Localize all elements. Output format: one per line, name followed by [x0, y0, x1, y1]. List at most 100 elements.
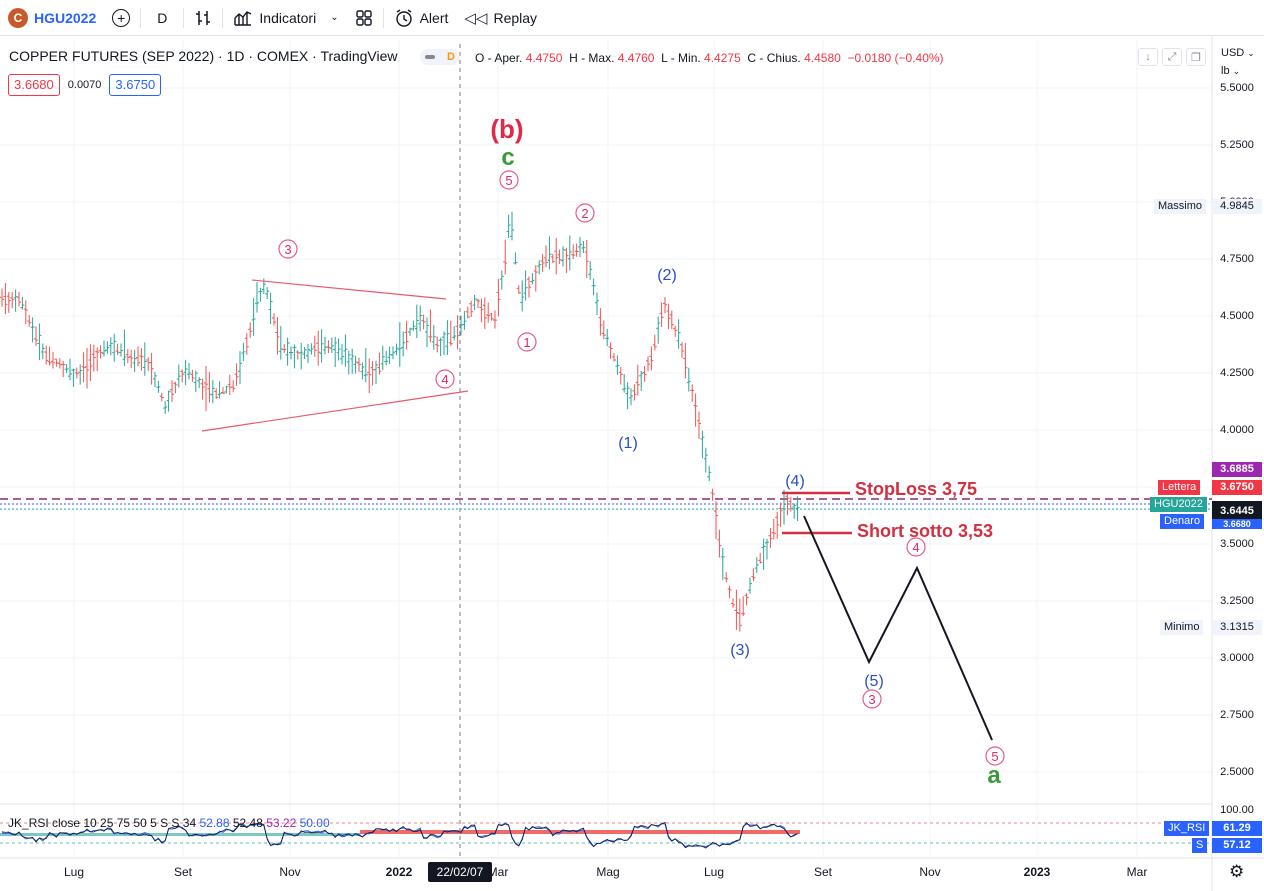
ohlc-bar — [758, 552, 763, 564]
ohlc-bar — [384, 350, 389, 366]
ohlc-bar — [136, 346, 140, 367]
alert-button[interactable]: Alert — [386, 0, 457, 36]
chart-grid — [0, 40, 1212, 858]
ohlc-bar — [108, 337, 113, 356]
ohlc-bar — [23, 300, 28, 325]
time-axis[interactable]: Lug Set Nov 2022 Mar Mag Lug Set Nov 2023 Mar — [0, 860, 1212, 891]
alarm-clock-icon — [395, 8, 412, 27]
currency-selector[interactable]: USD ⌄ — [1221, 47, 1255, 59]
circled-digit: 3 — [868, 692, 875, 707]
arrow-down-icon[interactable]: ↓ — [1138, 48, 1158, 66]
ohlc-bar — [156, 380, 161, 393]
ohlc-bar — [418, 305, 423, 332]
ohlc-bar — [564, 247, 569, 273]
market-status-badge[interactable]: D — [420, 49, 460, 65]
price-tick: 5.2500 — [1220, 139, 1254, 151]
wave-label-3: (3) — [730, 642, 750, 659]
ohlc-bar — [744, 593, 749, 606]
ohlc-bar — [292, 344, 297, 369]
sell-button[interactable]: 3.6680 — [8, 74, 60, 96]
ohlc-bar — [200, 378, 205, 400]
replay-button[interactable]: ◁◁ Replay — [456, 0, 545, 36]
ohlc-bar — [71, 368, 76, 387]
bar-style-button[interactable] — [186, 0, 220, 36]
ohlc-bar — [380, 345, 385, 371]
price-axis-header: USD ⌄ lb ⌄ — [1212, 44, 1264, 80]
time-tick: Set — [813, 865, 833, 879]
bar-style-icon — [196, 10, 211, 25]
rsi-legend[interactable]: JK_RSI close 10 25 75 50 5 S S 34 52.88 … — [8, 816, 330, 830]
circled-wave-digits: 3 4 5 1 2 4 3 5 — [284, 173, 998, 764]
ohlc-bar — [187, 363, 191, 380]
ohlc-bar — [159, 392, 164, 402]
ohlc-bar — [788, 497, 793, 512]
ohlc-bar — [357, 357, 361, 372]
circled-wave-1 — [517, 332, 537, 352]
ohlc-bar — [666, 303, 671, 330]
ohlc-bar — [238, 351, 242, 385]
indicators-icon — [234, 10, 252, 26]
ohlc-bar — [516, 285, 521, 294]
wave-label-a: a — [987, 762, 1001, 789]
ohlc-bar — [683, 343, 688, 379]
market-status-dot — [425, 55, 435, 59]
ohlc-bar — [170, 380, 174, 403]
ohlc-bar — [183, 359, 188, 386]
ohlc-bar — [40, 343, 45, 360]
ohlc-bar — [608, 342, 613, 359]
ohlc-bar — [302, 347, 307, 359]
denaro-value: 3.6680 — [1212, 519, 1262, 529]
ohlc-bar — [459, 315, 463, 336]
circled-digit: 5 — [505, 173, 512, 188]
gear-icon[interactable]: ⚙ — [1229, 862, 1245, 881]
short-text[interactable]: Short sotto 3,53 — [857, 521, 993, 541]
ohlc-bar — [676, 319, 681, 349]
ohlc-bar — [51, 352, 55, 369]
ohlc-bar — [748, 577, 752, 594]
alert-label: Alert — [419, 9, 449, 26]
layouts-button[interactable] — [347, 0, 381, 36]
ohlc-bar — [221, 387, 225, 395]
time-tick: 2023 — [1023, 865, 1051, 879]
ohlc-bar — [493, 310, 497, 329]
ohlc-bar — [731, 598, 735, 608]
ohlc-bar — [20, 296, 25, 310]
ohlc-bar — [414, 304, 419, 338]
ohlc-bar — [465, 306, 470, 319]
triangle-upper-line — [251, 279, 447, 300]
chevron-down-icon: ⌄ — [330, 12, 339, 23]
ohlc-bar — [690, 384, 695, 402]
rsi-v4: 50.00 — [299, 816, 330, 830]
ohlc-bar — [119, 343, 123, 357]
symbol-search-button[interactable]: C HGU2022 — [0, 0, 104, 36]
ohlc-bar — [724, 572, 729, 583]
ohlc-bar — [285, 337, 290, 366]
ohlc-bar — [642, 365, 647, 382]
ohlc-values: O - Aper. 4.4750 H - Max. 4.4760 L - Min… — [475, 51, 944, 65]
restore-icon[interactable]: ❐ — [1186, 48, 1206, 66]
ohlc-bar — [265, 287, 270, 299]
chart-title[interactable]: COPPER FUTURES (SEP 2022) · 1D · COMEX ·… — [9, 48, 398, 64]
circled-digit: 2 — [581, 206, 588, 221]
ohlc-bar — [122, 329, 127, 367]
ohlc-bar — [659, 302, 664, 327]
ohlc-bar — [686, 367, 691, 392]
high-value: 4.4760 — [617, 51, 655, 65]
s-value: 57.12 — [1212, 838, 1262, 853]
unit-selector[interactable]: lb ⌄ — [1221, 65, 1241, 77]
time-tick: Nov — [919, 865, 941, 879]
compare-symbol-button[interactable]: + — [104, 0, 138, 36]
expand-icon[interactable]: ⤢ — [1162, 48, 1182, 66]
high-line-label: 3.6885 — [1212, 462, 1262, 477]
ohlc-bar — [601, 320, 606, 340]
ohlc-bar — [489, 312, 494, 321]
ohlc-bar — [523, 270, 528, 301]
ohlc-bar — [785, 493, 790, 516]
stoploss-text[interactable]: StopLoss 3,75 — [855, 479, 977, 499]
buy-button[interactable]: 3.6750 — [109, 74, 162, 96]
indicators-button[interactable]: Indicatori ⌄ — [225, 0, 346, 36]
ohlc-bar — [598, 308, 603, 336]
interval-button[interactable]: D — [157, 9, 168, 26]
ohlc-bar — [61, 360, 66, 378]
